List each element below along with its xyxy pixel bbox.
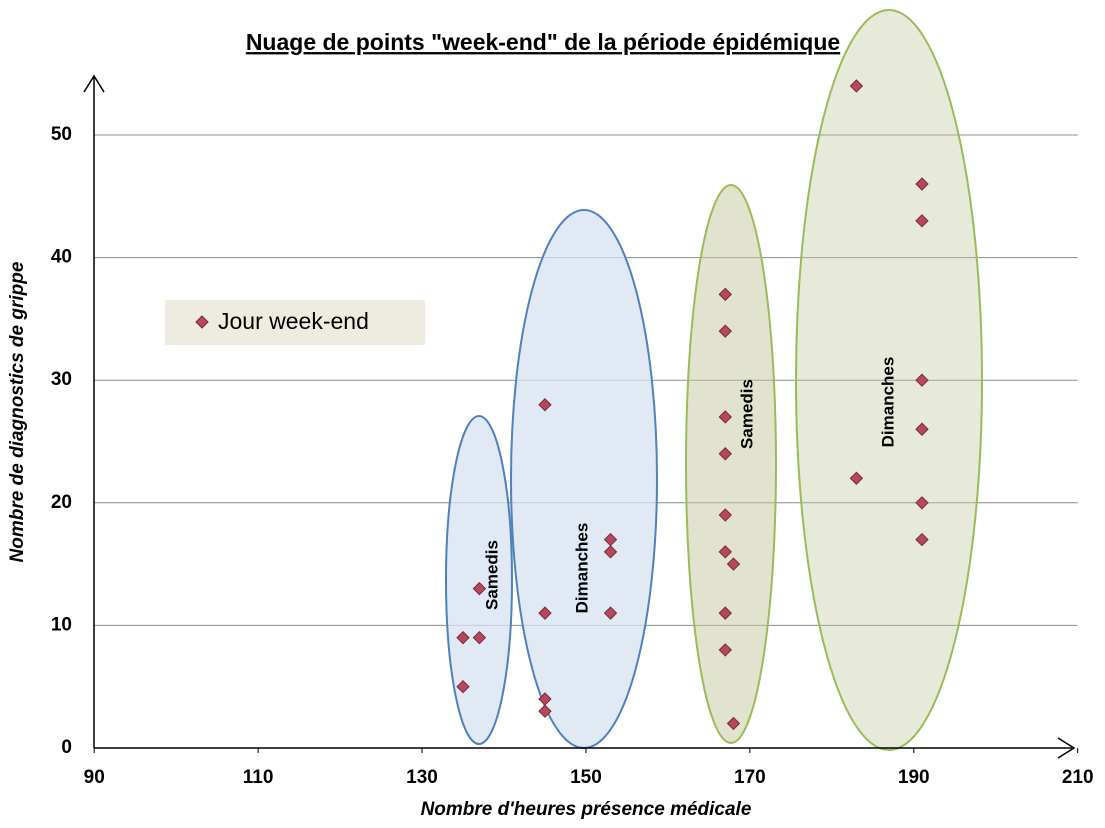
point (538, 704, 552, 718)
cluster-label: Dimanches (572, 523, 591, 614)
annotations: Samedis Dimanches Samedis Dimanches (482, 357, 897, 614)
cluster-label: Samedis (737, 379, 756, 449)
point (718, 287, 732, 302)
x-tick-label: 150 (570, 767, 602, 788)
point (718, 447, 732, 461)
cluster-ellipse (685, 184, 777, 744)
cluster-label: Samedis (482, 540, 501, 610)
point (538, 606, 552, 620)
x-tick-label: 130 (406, 767, 438, 788)
y-tick-label: 50 (51, 124, 72, 145)
y-tick-label: 40 (51, 247, 72, 268)
point (718, 643, 732, 657)
chart-title: Nuage de points "week-end" de la période… (246, 29, 840, 55)
point (718, 508, 732, 522)
point (915, 373, 929, 387)
point (472, 581, 487, 596)
point (915, 177, 929, 191)
point (603, 606, 618, 620)
cluster-ellipse (445, 415, 513, 745)
y-axis-arrow (83, 74, 105, 93)
x-tick-label: 110 (243, 767, 274, 788)
x-tick-label: 190 (898, 767, 930, 788)
clusters (445, 9, 983, 751)
legend-marker (195, 315, 209, 329)
point (603, 545, 618, 559)
x-tick-label: 90 (84, 767, 105, 788)
point (915, 422, 929, 436)
point (456, 679, 470, 694)
point (849, 79, 864, 93)
point (718, 606, 732, 620)
x-tick-label: 210 (1062, 767, 1094, 788)
y-tick-label: 0 (61, 737, 72, 758)
point (456, 630, 470, 645)
x-axis-label: Nombre d'heures présence médicale (421, 799, 752, 820)
point (718, 324, 732, 338)
x-tick-label: 170 (734, 767, 766, 788)
point (915, 496, 929, 510)
axes (83, 74, 1076, 759)
cluster-label: Dimanches (878, 357, 897, 448)
y-tick-label: 20 (51, 492, 72, 513)
point (915, 532, 929, 547)
marks: Jour week-end (195, 79, 929, 731)
legend-box (165, 300, 425, 345)
legend-label: Jour week-end (218, 308, 369, 334)
point (472, 630, 487, 645)
cluster-ellipse (510, 209, 658, 749)
y-tick-label: 10 (51, 614, 72, 635)
point (849, 471, 864, 485)
point (718, 410, 732, 424)
cluster-ellipse (795, 9, 983, 751)
point (718, 545, 732, 559)
y-axis-label: Nombre de diagnostics de grippe (7, 261, 28, 562)
y-tick-label: 30 (51, 369, 72, 390)
point (538, 398, 552, 412)
x-axis-arrow (1057, 737, 1076, 759)
point (726, 557, 741, 571)
point (726, 716, 741, 731)
point (915, 214, 929, 228)
